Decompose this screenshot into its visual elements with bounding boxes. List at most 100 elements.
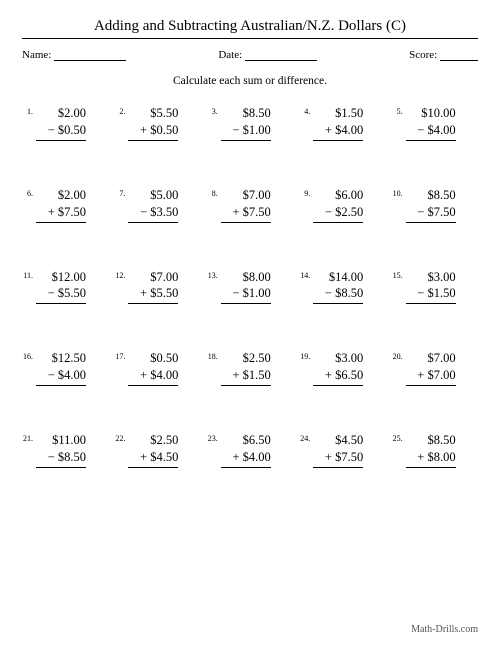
operand-b: $8.50 <box>335 286 363 300</box>
operator: − <box>417 286 424 300</box>
operand-top: $12.00 <box>36 269 86 286</box>
operand-top: $0.50 <box>128 350 178 367</box>
operand-top: $5.00 <box>128 187 178 204</box>
problem: 3.$8.50− $1.00 <box>207 105 293 141</box>
name-label: Name: <box>22 49 51 61</box>
score-label: Score: <box>409 49 437 61</box>
problem-stack: $5.00− $3.50 <box>128 187 178 223</box>
operator: + <box>232 450 239 464</box>
problem-number: 18. <box>207 350 221 361</box>
meta-row: Name: Date: Score: <box>22 49 478 61</box>
operand-bottom: − $0.50 <box>36 122 86 141</box>
operator: − <box>325 286 332 300</box>
problem-number: 20. <box>392 350 406 361</box>
operand-bottom: + $6.50 <box>313 367 363 386</box>
problem-number: 6. <box>22 187 36 198</box>
operator: + <box>325 368 332 382</box>
operator: + <box>140 450 147 464</box>
problem-number: 9. <box>299 187 313 198</box>
problem-number: 22. <box>114 432 128 443</box>
operand-b: $3.50 <box>150 205 178 219</box>
problem-stack: $12.50− $4.00 <box>36 350 86 386</box>
operand-b: $4.00 <box>243 450 271 464</box>
name-blank <box>54 50 126 61</box>
operand-b: $1.00 <box>243 123 271 137</box>
problem: 19.$3.00+ $6.50 <box>299 350 385 386</box>
operand-bottom: − $1.00 <box>221 285 271 304</box>
problem-number: 25. <box>392 432 406 443</box>
operand-b: $0.50 <box>58 123 86 137</box>
operator: + <box>325 123 332 137</box>
problem-stack: $6.00− $2.50 <box>313 187 363 223</box>
problem-stack: $8.50− $1.00 <box>221 105 271 141</box>
problem-number: 5. <box>392 105 406 116</box>
title-rule <box>22 38 478 39</box>
operand-b: $4.50 <box>150 450 178 464</box>
operand-b: $4.00 <box>335 123 363 137</box>
score-blank <box>440 50 478 61</box>
operand-b: $2.50 <box>335 205 363 219</box>
operand-top: $14.00 <box>313 269 363 286</box>
problem-number: 23. <box>207 432 221 443</box>
problem-number: 13. <box>207 269 221 280</box>
operand-top: $8.50 <box>406 432 456 449</box>
problem: 21.$11.00− $8.50 <box>22 432 108 468</box>
operator: + <box>140 123 147 137</box>
problem-stack: $3.00+ $6.50 <box>313 350 363 386</box>
problem: 17.$0.50+ $4.00 <box>114 350 200 386</box>
operand-bottom: − $2.50 <box>313 204 363 223</box>
problem-stack: $10.00− $4.00 <box>406 105 456 141</box>
operand-top: $7.00 <box>406 350 456 367</box>
operand-bottom: − $4.00 <box>406 122 456 141</box>
problem-stack: $4.50+ $7.50 <box>313 432 363 468</box>
operand-top: $6.00 <box>313 187 363 204</box>
operand-bottom: − $1.50 <box>406 285 456 304</box>
operator: − <box>140 205 147 219</box>
operand-bottom: + $0.50 <box>128 122 178 141</box>
operand-bottom: − $8.50 <box>36 449 86 468</box>
date-label: Date: <box>218 49 242 61</box>
operator: + <box>48 205 55 219</box>
problem-number: 19. <box>299 350 313 361</box>
page-title: Adding and Subtracting Australian/N.Z. D… <box>22 18 478 35</box>
problem: 4.$1.50+ $4.00 <box>299 105 385 141</box>
operand-b: $7.00 <box>427 368 455 382</box>
name-field: Name: <box>22 49 126 61</box>
operand-bottom: − $5.50 <box>36 285 86 304</box>
operator: + <box>140 368 147 382</box>
operand-top: $2.50 <box>128 432 178 449</box>
problem: 18.$2.50+ $1.50 <box>207 350 293 386</box>
problem-number: 17. <box>114 350 128 361</box>
problem: 22.$2.50+ $4.50 <box>114 432 200 468</box>
problem: 10.$8.50− $7.50 <box>392 187 478 223</box>
problem-stack: $7.00+ $7.00 <box>406 350 456 386</box>
problem-stack: $3.00− $1.50 <box>406 269 456 305</box>
operand-bottom: − $3.50 <box>128 204 178 223</box>
problem-number: 1. <box>22 105 36 116</box>
operand-bottom: + $8.00 <box>406 449 456 468</box>
operand-b: $8.50 <box>58 450 86 464</box>
operand-b: $4.00 <box>58 368 86 382</box>
problem-stack: $2.00− $0.50 <box>36 105 86 141</box>
problem-stack: $7.00+ $7.50 <box>221 187 271 223</box>
date-blank <box>245 50 317 61</box>
operand-top: $7.00 <box>221 187 271 204</box>
operand-b: $7.50 <box>427 205 455 219</box>
operator: + <box>417 368 424 382</box>
operand-top: $11.00 <box>36 432 86 449</box>
operator: − <box>48 123 55 137</box>
operand-b: $5.50 <box>58 286 86 300</box>
problem: 1.$2.00− $0.50 <box>22 105 108 141</box>
operator: + <box>140 286 147 300</box>
problem-stack: $8.50− $7.50 <box>406 187 456 223</box>
operator: + <box>417 450 424 464</box>
operand-top: $10.00 <box>406 105 456 122</box>
problem: 12.$7.00+ $5.50 <box>114 269 200 305</box>
problem-stack: $7.00+ $5.50 <box>128 269 178 305</box>
problem: 11.$12.00− $5.50 <box>22 269 108 305</box>
operand-bottom: − $7.50 <box>406 204 456 223</box>
operand-top: $2.00 <box>36 187 86 204</box>
operand-b: $6.50 <box>335 368 363 382</box>
problem-stack: $1.50+ $4.00 <box>313 105 363 141</box>
operand-b: $4.00 <box>150 368 178 382</box>
